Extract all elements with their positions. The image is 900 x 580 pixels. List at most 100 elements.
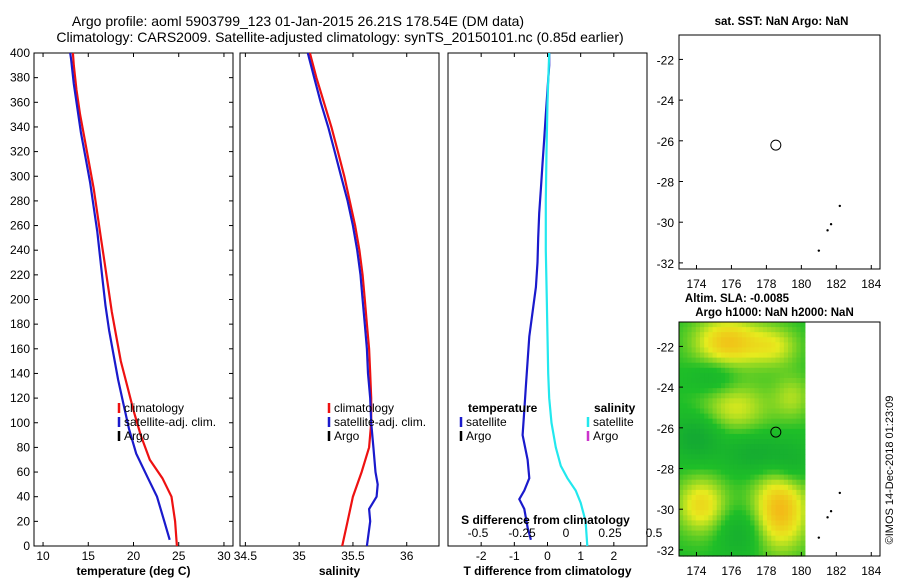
sla-map-cell (725, 393, 730, 399)
sla-map-cell (746, 433, 751, 440)
sla-map-cell (788, 530, 793, 537)
sla-map-cell (741, 459, 747, 466)
sla-map-cell (792, 545, 798, 552)
sla-map-cell (758, 530, 764, 537)
sla-map-cell (746, 362, 751, 369)
sla-map-cell (783, 347, 789, 354)
sla-map-cell (754, 500, 760, 506)
sla-map-cell (679, 418, 684, 425)
sla-map-cell (754, 413, 760, 420)
sla-map-cell (796, 505, 802, 511)
salinity-legend-0-label: climatology (334, 401, 394, 415)
sla-map-cell (699, 418, 705, 425)
temperature-series-1 (69, 52, 171, 541)
sla-map-cell (725, 342, 730, 349)
sla-map-cell (800, 550, 806, 557)
sla-map-cell (737, 469, 743, 476)
sla-map-cell (716, 362, 722, 369)
sst-map-argo-position-marker (770, 139, 782, 151)
sla-map-cell (729, 337, 735, 343)
diff-legend-sal-argo-label: Argo (593, 429, 619, 443)
sla-map-cell (695, 464, 701, 471)
sla-map-cell (741, 413, 747, 420)
sla-map-cell (725, 489, 730, 496)
sla-map-cell (792, 444, 798, 450)
sla-map-cell (779, 428, 785, 435)
sla-map-cell (699, 332, 705, 338)
sla-map-cell (788, 479, 793, 486)
sla-map-cell (796, 367, 802, 374)
sla-map-cell (729, 439, 735, 445)
figure-title: Argo profile: aoml 5903799_123 01-Jan-20… (72, 13, 524, 29)
sla-map-cell (767, 454, 772, 460)
sla-map-cell (737, 540, 743, 547)
sla-map-cell (754, 550, 760, 557)
sla-map-cell (699, 530, 705, 537)
sla-map-cell (783, 494, 789, 501)
depth-ytick-label-14: 280 (10, 194, 30, 208)
sla-map-cell (679, 439, 684, 445)
diff-legend-salinity-title: salinity (594, 401, 636, 415)
sla-map-cell (683, 469, 688, 476)
sla-map-cell (754, 459, 760, 466)
sla-map-cell (729, 540, 735, 547)
sla-map-cell (708, 530, 714, 537)
sla-map-cell (716, 469, 722, 476)
sla-map-cell (741, 510, 747, 516)
diff-legend-temp-satellite-label: satellite (466, 415, 507, 429)
sla-map-cell (725, 505, 730, 511)
sla-map-cell (733, 372, 739, 379)
sla-map-cell (771, 403, 777, 410)
sla-map-cell (771, 388, 777, 394)
sla-map-cell (762, 439, 768, 445)
sla-map-cell (792, 327, 798, 333)
sla-map-cell (779, 403, 785, 410)
sla-map-cell (771, 372, 777, 379)
sla-map-cell (800, 322, 806, 328)
sla-map-cell (708, 489, 714, 496)
sla-map-cell (771, 322, 777, 328)
sla-map-cell (716, 489, 722, 496)
sla-map-cell (679, 372, 684, 379)
sla-map-cell (783, 484, 789, 491)
sla-map-cell (746, 550, 751, 557)
sla-map-cell (775, 464, 781, 471)
salinity-legend-2-label: Argo (334, 429, 360, 443)
sla-map-cell (691, 545, 697, 552)
sla-map-cell (762, 332, 768, 338)
sla-map-cell (741, 484, 747, 491)
sla-map-cell (679, 540, 684, 547)
sla-map-cell (716, 510, 722, 516)
sla-map-cell (679, 494, 684, 501)
sla-map-cell (737, 500, 743, 506)
sla-map-cell (691, 388, 697, 394)
sla-map-cell (775, 377, 781, 384)
sla-map-cell (762, 545, 768, 552)
sla-map-cell (767, 428, 772, 435)
sla-map-cell (729, 408, 735, 415)
sla-map-cell (683, 464, 688, 471)
sla-map-cell (687, 474, 693, 481)
sla-map-cell (712, 393, 718, 399)
sla-map-cell (762, 372, 768, 379)
sla-map-cell (687, 347, 693, 354)
sla-map-cell (775, 398, 781, 404)
sla-map-cell (796, 327, 802, 333)
sla-map-cell (691, 337, 697, 343)
sla-map-cell (708, 347, 714, 354)
sla-map-cell (767, 393, 772, 399)
sla-map-cell (771, 459, 777, 466)
sla-map-cell (754, 347, 760, 354)
sla-map-cell (771, 357, 777, 364)
sla-map-cell (683, 408, 688, 415)
sla-map-cell (687, 505, 693, 511)
sla-map-cell (800, 540, 806, 547)
sla-map-cell (762, 449, 768, 455)
sla-map-cell (720, 393, 726, 399)
sla-map-cell (725, 464, 730, 471)
sla-map-cell (737, 484, 743, 491)
sla-map-cell (746, 474, 751, 481)
sla-map-cell (741, 530, 747, 537)
sla-map-cell (683, 540, 688, 547)
sla-map-cell (741, 372, 747, 379)
